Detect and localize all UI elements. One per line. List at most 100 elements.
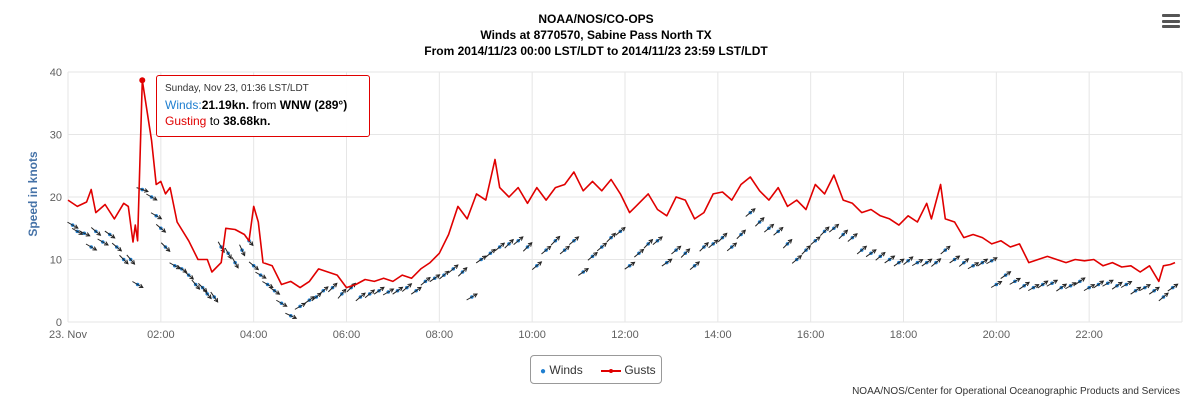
wind-arrow-shaft [1046, 279, 1058, 287]
legend-item-winds[interactable]: ● Winds [540, 363, 583, 377]
wind-point [410, 286, 422, 295]
wind-point [1167, 283, 1179, 292]
wind-arrow-head [992, 257, 998, 262]
x-tick-label: 10:00 [518, 329, 546, 341]
wind-arrow-shaft [355, 292, 366, 302]
wind-point [911, 259, 924, 267]
wind-arrow-head [444, 270, 450, 276]
wind-arrow-shaft [838, 229, 848, 240]
wind-arrow-head [481, 255, 487, 260]
wind-arrow-head [843, 229, 849, 235]
wind-arrow-shaft [1167, 283, 1178, 292]
y-tick-label: 0 [56, 317, 62, 329]
wind-arrow-head [425, 276, 431, 282]
chart-title-line1: NOAA/NOS/CO-OPS [538, 12, 654, 26]
chart-credits[interactable]: NOAA/NOS/Center for Operational Oceanogr… [852, 386, 1180, 397]
wind-arrow-head [908, 256, 914, 261]
wind-arrow-head [565, 245, 571, 251]
wind-point [494, 242, 506, 252]
wind-arrow-head [997, 280, 1003, 286]
wind-arrow-head [974, 262, 980, 267]
legend-winds-label: Winds [549, 363, 583, 377]
wind-arrow-shaft [1158, 292, 1169, 302]
wind-arrow-shaft [392, 286, 403, 295]
wind-point [150, 212, 163, 220]
wind-arrow-shaft [773, 227, 784, 236]
wind-arrow-shaft [606, 233, 616, 243]
wind-arrow-head [880, 251, 886, 257]
wind-arrow-head [899, 258, 905, 263]
wind-point [903, 256, 914, 265]
wind-arrow-shaft [248, 261, 259, 270]
wind-point [755, 217, 765, 227]
wind-point [717, 232, 728, 243]
wind-arrow-shaft [1028, 284, 1039, 292]
wind-point [337, 288, 347, 299]
wind-arrow-shaft [903, 256, 914, 265]
wind-arrow-head [658, 236, 663, 241]
wind-arrow-shaft [198, 283, 208, 293]
wind-arrow-head [676, 245, 682, 251]
wind-point [420, 276, 431, 286]
wind-arrow-shaft [990, 281, 1002, 288]
x-tick-label: 16:00 [797, 329, 825, 341]
wind-arrow-shaft [911, 259, 923, 267]
wind-point [1028, 284, 1040, 292]
wind-point [986, 257, 998, 265]
wind-point [78, 230, 91, 237]
wind-point [457, 267, 468, 277]
wind-point [893, 258, 905, 267]
wind-arrow-shaft [146, 193, 157, 201]
wind-arrow-head [1108, 279, 1114, 284]
wind-arrow-shaft [856, 245, 867, 255]
wind-point [541, 245, 552, 255]
wind-point [763, 223, 775, 233]
winds-marker-icon: ● [540, 366, 547, 377]
wind-arrow-shaft [90, 227, 101, 236]
wind-arrow-head [1080, 277, 1086, 282]
wind-arrow-shaft [97, 238, 109, 246]
wind-point [1158, 292, 1169, 302]
wind-arrow-head [182, 268, 188, 273]
x-tick-label: 14:00 [704, 329, 732, 341]
hamburger-menu-icon[interactable] [1162, 14, 1180, 28]
wind-arrow-shaft [150, 212, 162, 220]
wind-arrow-shaft [1074, 277, 1086, 286]
wind-arrow-head [227, 254, 232, 260]
x-tick-label: 12:00 [611, 329, 639, 341]
wind-arrow-shaft [745, 208, 756, 217]
wind-point [1009, 277, 1021, 285]
wind-arrow-shaft [224, 247, 232, 259]
wind-point [318, 286, 329, 295]
wind-arrow-shaft [126, 254, 135, 265]
wind-arrow-head [130, 260, 136, 265]
wind-arrow-head [351, 282, 357, 288]
wind-arrow-shaft [884, 255, 895, 264]
wind-arrow-shaft [294, 302, 306, 310]
wind-arrow-shaft [559, 245, 570, 255]
wind-point [276, 299, 288, 307]
x-tick-label: 06:00 [333, 329, 361, 341]
wind-arrow-shaft [504, 239, 514, 249]
wind-arrow-head [1099, 280, 1105, 285]
wind-arrow-shaft [661, 258, 672, 267]
wind-arrow-head [323, 286, 329, 291]
wind-point [504, 238, 514, 249]
wind-arrow-head [1043, 280, 1049, 285]
legend-item-gusts[interactable]: Gusts [601, 363, 656, 377]
wind-point [1083, 284, 1096, 292]
wind-arrow-head [1053, 279, 1059, 284]
wind-arrow-head [890, 255, 896, 260]
wind-arrow-shaft [373, 286, 385, 295]
wind-arrow-head [537, 261, 543, 266]
wind-point [661, 258, 673, 267]
wind-arrow-head [964, 258, 970, 263]
wind-point [708, 239, 719, 249]
wind-arrow-shaft [382, 288, 394, 296]
wind-point [255, 271, 267, 279]
wind-arrow-shaft [1083, 284, 1095, 292]
wind-arrow-head [797, 254, 803, 260]
wind-arrow-head [490, 248, 496, 254]
wind-arrow-shaft [736, 229, 746, 240]
wind-arrow-shaft [420, 277, 431, 286]
